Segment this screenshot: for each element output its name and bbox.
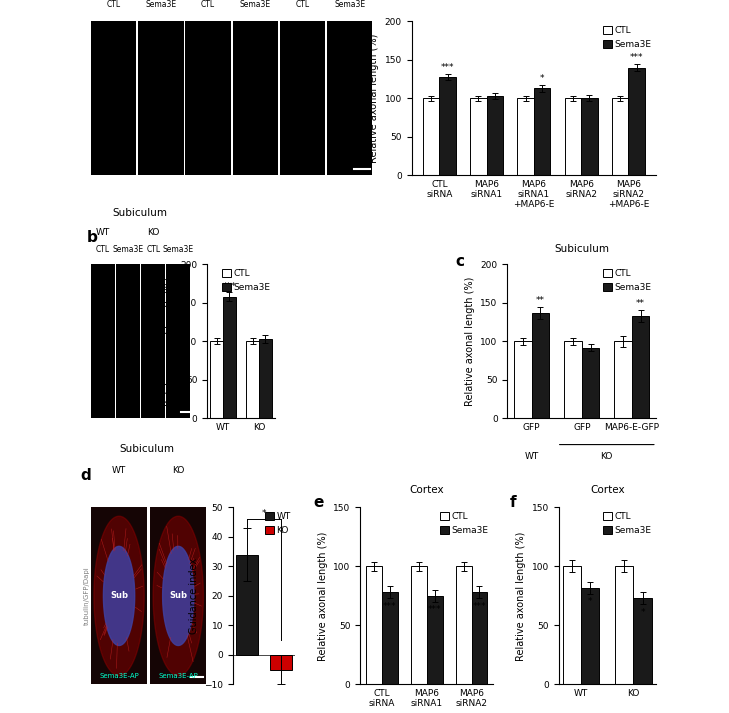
Text: WT: WT <box>96 227 110 237</box>
Text: CTL: CTL <box>201 0 215 9</box>
Text: Subiculum: Subiculum <box>120 444 174 454</box>
Polygon shape <box>94 516 144 676</box>
Bar <box>534 88 550 175</box>
Bar <box>564 342 582 419</box>
Text: KO: KO <box>172 466 184 476</box>
Text: f: f <box>510 495 516 510</box>
Text: tubulin/GFP/Dapi: tubulin/GFP/Dapi <box>84 567 90 625</box>
Bar <box>612 98 628 175</box>
Text: Cortex: Cortex <box>590 485 625 495</box>
Text: *: * <box>540 74 545 83</box>
Bar <box>615 566 634 684</box>
Text: d: d <box>80 468 90 483</box>
Bar <box>423 98 440 175</box>
Text: ***: *** <box>222 282 236 291</box>
Bar <box>382 593 398 684</box>
Y-axis label: Relative axonal length (%): Relative axonal length (%) <box>369 34 379 163</box>
Text: Sema3E-AP: Sema3E-AP <box>99 673 139 679</box>
Legend: WT, KO: WT, KO <box>265 512 291 535</box>
Bar <box>367 566 382 684</box>
Legend: CTL, Sema3E: CTL, Sema3E <box>222 269 270 292</box>
Bar <box>259 339 272 419</box>
Bar <box>470 98 486 175</box>
Bar <box>246 342 259 419</box>
Text: *: * <box>262 508 266 518</box>
Text: c: c <box>456 254 464 269</box>
Bar <box>632 316 650 419</box>
Text: *: * <box>588 597 593 606</box>
Text: b: b <box>86 230 97 245</box>
Y-axis label: Relative axonal length (%): Relative axonal length (%) <box>516 531 526 661</box>
Polygon shape <box>104 546 135 645</box>
Bar <box>456 566 472 684</box>
Legend: CTL, Sema3E: CTL, Sema3E <box>440 512 489 535</box>
Text: Sub: Sub <box>169 591 187 600</box>
Text: Cortex: Cortex <box>410 485 444 495</box>
Y-axis label: Relative axonal length (%): Relative axonal length (%) <box>318 531 328 661</box>
Bar <box>210 342 223 419</box>
Polygon shape <box>163 546 194 645</box>
Legend: CTL, Sema3E: CTL, Sema3E <box>603 269 652 292</box>
Text: Sema3E: Sema3E <box>163 245 194 254</box>
Text: KO: KO <box>147 227 160 237</box>
Bar <box>270 655 292 670</box>
Text: **: ** <box>536 296 545 305</box>
Text: ***: *** <box>441 63 454 72</box>
Text: Sema3E: Sema3E <box>240 0 270 9</box>
Bar <box>411 566 426 684</box>
Text: CTL: CTL <box>295 0 310 9</box>
Bar <box>634 598 652 684</box>
Bar <box>564 98 581 175</box>
Text: KO: KO <box>601 452 613 461</box>
Text: Subiculum: Subiculum <box>113 208 168 218</box>
Bar <box>472 593 487 684</box>
Bar <box>235 555 258 655</box>
Text: Sema3E-AP: Sema3E-AP <box>158 673 198 679</box>
Bar <box>531 313 549 419</box>
Bar <box>426 596 443 684</box>
Bar <box>440 77 456 175</box>
Text: Sema3E: Sema3E <box>113 245 144 254</box>
Text: CTL: CTL <box>147 245 160 254</box>
Y-axis label: Relative axonal length (%): Relative axonal length (%) <box>465 277 475 406</box>
Bar <box>615 342 632 419</box>
Text: Sub: Sub <box>110 591 128 600</box>
Text: ***: *** <box>630 53 644 62</box>
Legend: CTL, Sema3E: CTL, Sema3E <box>603 26 652 48</box>
Text: WT: WT <box>525 452 539 461</box>
Text: ***: *** <box>428 605 442 615</box>
Text: e: e <box>313 495 324 510</box>
Y-axis label: Relative axonal length (%): Relative axonal length (%) <box>165 277 174 406</box>
Text: *: * <box>640 607 644 617</box>
Text: Sema3E: Sema3E <box>145 0 176 9</box>
Text: CTL: CTL <box>106 0 121 9</box>
Text: ***: *** <box>472 602 486 611</box>
Bar <box>581 98 598 175</box>
Bar <box>628 68 645 175</box>
Text: Sema3E: Sema3E <box>334 0 365 9</box>
Bar <box>223 297 235 419</box>
Bar <box>581 588 599 684</box>
Bar <box>518 98 534 175</box>
Bar <box>486 96 503 175</box>
Text: **: ** <box>636 299 645 308</box>
Text: Subiculum: Subiculum <box>554 244 609 254</box>
Bar <box>514 342 531 419</box>
Bar <box>582 347 599 419</box>
Y-axis label: Guidance index: Guidance index <box>189 558 198 634</box>
Legend: CTL, Sema3E: CTL, Sema3E <box>603 512 652 535</box>
Text: CTL: CTL <box>96 245 110 254</box>
Polygon shape <box>153 516 203 676</box>
Text: WT: WT <box>112 466 126 476</box>
Bar <box>563 566 581 684</box>
Text: ***: *** <box>383 602 397 611</box>
